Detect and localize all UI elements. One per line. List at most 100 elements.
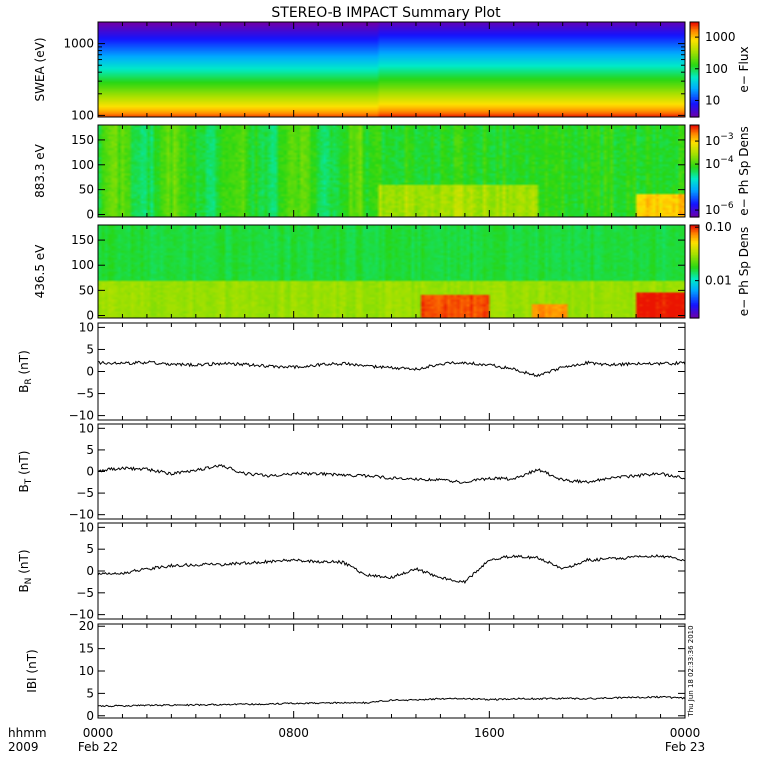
y-tick-label: 15 [79, 642, 94, 656]
colorbar-segment [690, 155, 699, 158]
colorbar-segment [690, 190, 699, 194]
colorbar-frame [689, 21, 700, 118]
y-tick-label: −5 [76, 387, 94, 401]
colorbar-segment [690, 23, 699, 26]
colorbar-segment [690, 69, 699, 72]
colorbar-segment [690, 104, 699, 107]
colorbar-segment [690, 288, 699, 291]
y-tick-label: 150 [71, 233, 94, 247]
colorbar-segment [690, 26, 699, 29]
y-tick-label: 5 [86, 542, 94, 556]
colorbar-segment [690, 252, 699, 256]
colorbar-segment [690, 131, 699, 134]
colorbar-segment [690, 177, 699, 180]
y-tick-label: 0 [86, 208, 94, 222]
colorbar-segment [690, 210, 699, 213]
y-label-base: B [17, 484, 31, 492]
colorbar-segment [690, 248, 699, 251]
y-tick-label: 1000 [63, 37, 94, 51]
y-tick-label: −10 [69, 409, 94, 423]
panel-frame [97, 623, 686, 719]
colorbar-segment [690, 75, 699, 79]
y-tick-label: 5 [86, 342, 94, 356]
colorbar-segment [690, 243, 699, 246]
colorbar-tick-label: 0.01 [705, 274, 732, 288]
colorbar-segment [690, 279, 699, 282]
y-axis-label: 883.3 eV [33, 143, 47, 198]
y-tick-label: 0 [86, 365, 94, 379]
colorbar-segment [690, 184, 699, 187]
colorbar-segment [690, 285, 699, 288]
colorbar-segment [690, 195, 699, 198]
colorbar-segment [690, 141, 699, 144]
y-label-unit: (nT) [25, 649, 39, 677]
colorbar-segment [690, 311, 699, 314]
colorbar-segment [690, 172, 699, 175]
series-line-bn [97, 554, 686, 584]
colorbar-segment [690, 36, 699, 39]
colorbar-segment [690, 91, 699, 94]
colorbar-segment [690, 300, 699, 304]
colorbar-segment [690, 58, 699, 61]
y-label-base: B [17, 584, 31, 592]
y-axis-label: SWEA (eV) [33, 37, 47, 101]
colorbar-segment [690, 231, 699, 234]
colorbar-segment [690, 299, 699, 302]
colorbar-segment [690, 31, 699, 34]
y-axis-label: BT (nT) [17, 451, 34, 493]
colorbar-segment [690, 160, 699, 163]
colorbar-segment [690, 234, 699, 237]
y-tick-label: 10 [79, 664, 94, 678]
colorbar-segment [690, 207, 699, 210]
y-tick-label: −10 [69, 508, 94, 522]
colorbar-segment [690, 93, 699, 96]
colorbar-segment [690, 55, 699, 58]
colorbar-tick-label: 1000 [705, 30, 736, 44]
colorbar-segment [690, 246, 699, 249]
colorbar-segment [690, 80, 699, 83]
timestamp: Thu Jun 18 02:33:36 2010 [687, 625, 695, 717]
colorbar-segment [690, 175, 699, 178]
y-tick-label: 0 [86, 709, 94, 723]
colorbar-tick-label: 10 [705, 93, 720, 107]
colorbar-segment [690, 192, 699, 195]
y-label-subscript: N [24, 578, 34, 585]
y-tick-label: −5 [76, 486, 94, 500]
colorbar-segment [690, 203, 699, 206]
colorbar-label: e− Flux [737, 46, 751, 92]
colorbar-segment [690, 74, 699, 77]
colorbar-segment [690, 263, 699, 266]
colorbar-segment [690, 132, 699, 135]
colorbar-segment [690, 126, 699, 129]
colorbar-segment [690, 144, 699, 148]
colorbar-segment [690, 249, 699, 252]
colorbar-segment [690, 257, 699, 260]
colorbar-segment [690, 158, 699, 161]
colorbar-segment [690, 96, 699, 99]
colorbar-segment [690, 79, 699, 82]
colorbar-segment [690, 71, 699, 74]
colorbar-segment [690, 209, 699, 212]
colorbar-swea: 1000 100 10 e− Flux [689, 21, 751, 118]
colorbar-segment [690, 52, 699, 55]
y-tick-label: 0 [86, 308, 94, 322]
colorbar-segment [690, 296, 699, 299]
colorbar-segment [690, 72, 699, 75]
colorbar-segment [690, 282, 699, 285]
colorbar-tick-exponent: −3 [720, 132, 733, 142]
colorbar-segment [690, 238, 699, 242]
colorbar-segment [690, 47, 699, 50]
colorbar-segment [690, 197, 699, 200]
time-axis-corner-year: 2009 [8, 740, 39, 754]
colorbar-segment [690, 151, 699, 154]
panel-bn: 10 5 0 −5 −10 BN (nT) [17, 520, 686, 622]
time-tick-date: Feb 22 [78, 740, 118, 754]
colorbar-segment [690, 226, 699, 229]
y-tick-label: 100 [71, 158, 94, 172]
colorbar-segment [690, 229, 699, 232]
colorbar-segment [690, 269, 699, 273]
colorbar-segment [690, 265, 699, 268]
colorbar-segment [690, 154, 699, 157]
colorbar-label: e− Ph Sp Dens [737, 227, 751, 316]
